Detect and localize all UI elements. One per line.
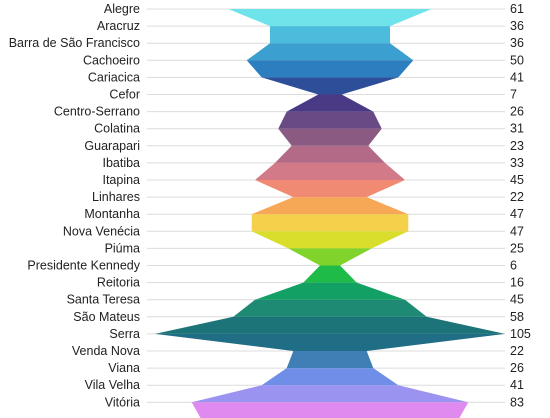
value-label-colatina: 31 [510, 122, 524, 136]
funnel-band-piuma [288, 248, 372, 266]
value-label-venda-nova: 22 [510, 344, 524, 358]
funnel-band-colatina [278, 128, 382, 146]
category-label-cefor: Cefor [109, 88, 140, 102]
value-label-reitoria: 16 [510, 276, 524, 290]
value-label-viana: 26 [510, 361, 524, 375]
value-label-itapina: 45 [510, 173, 524, 187]
category-label-sao-mateus: São Mateus [73, 310, 140, 324]
value-label-santa-teresa: 45 [510, 293, 524, 307]
category-label-nova-venecia: Nova Venécia [63, 224, 140, 238]
value-label-presidente-kennedy: 6 [510, 259, 517, 273]
funnel-band-alegre [228, 9, 432, 27]
funnel-band-centro-serrano [278, 111, 382, 129]
value-labels: 61 36 36 50 41 7 26 31 23 33 45 22 47 47 25 6 16 45 58 105 2… [510, 2, 531, 409]
category-label-guarapari: Guarapari [84, 139, 140, 153]
category-label-itapina: Itapina [102, 173, 140, 187]
funnel-band-cariacica [261, 77, 399, 95]
value-label-vitoria: 83 [510, 395, 524, 409]
funnel-band-vila-velha [191, 385, 469, 403]
funnel-band-serra [155, 333, 505, 351]
value-label-aracruz: 36 [510, 19, 524, 33]
value-label-ibatiba: 33 [510, 156, 524, 170]
value-label-cariacica: 41 [510, 70, 524, 84]
funnel-band-ibatiba [255, 162, 405, 180]
category-label-presidente-kennedy: Presidente Kennedy [27, 259, 140, 273]
category-label-reitoria: Reitoria [97, 276, 140, 290]
value-label-barra-de-sao-francisco: 36 [510, 36, 524, 50]
value-label-piuma: 25 [510, 241, 524, 255]
funnel-band-itapina [255, 180, 405, 198]
category-label-centro-serrano: Centro-Serrano [54, 105, 140, 119]
category-label-ibatiba: Ibatiba [102, 156, 140, 170]
category-label-venda-nova: Venda Nova [72, 344, 140, 358]
funnel-band-nova-venecia [251, 231, 409, 249]
category-label-colatina: Colatina [94, 122, 140, 136]
category-label-linhares: Linhares [92, 190, 140, 204]
funnel-band-montanha [251, 214, 409, 232]
category-labels: Alegre Aracruz Barra de São Francisco Cacho… [9, 2, 141, 409]
value-label-alegre: 61 [510, 2, 524, 16]
category-label-santa-teresa: Santa Teresa [67, 293, 140, 307]
funnel-band-guarapari [275, 145, 385, 163]
category-label-viana: Viana [108, 361, 140, 375]
category-label-piuma: Piúma [105, 241, 140, 255]
funnel-band-cachoeiro [246, 60, 414, 78]
value-label-cefor: 7 [510, 88, 517, 102]
value-label-serra: 105 [510, 327, 531, 341]
value-label-vila-velha: 41 [510, 378, 524, 392]
category-label-aracruz: Aracruz [97, 19, 140, 33]
funnel-band-venda-nova [286, 351, 374, 369]
value-label-cachoeiro: 50 [510, 53, 524, 67]
value-label-montanha: 47 [510, 207, 524, 221]
category-label-cachoeiro: Cachoeiro [83, 53, 140, 67]
value-label-guarapari: 23 [510, 139, 524, 153]
funnel-band-sao-mateus [155, 316, 505, 334]
funnel-bands [155, 9, 505, 418]
value-label-centro-serrano: 26 [510, 105, 524, 119]
funnel-band-santa-teresa [233, 299, 427, 317]
category-label-alegre: Alegre [104, 2, 140, 16]
category-label-barra-de-sao-francisco: Barra de São Francisco [9, 36, 140, 50]
category-label-vitoria: Vitória [105, 395, 140, 409]
value-label-nova-venecia: 47 [510, 224, 524, 238]
value-label-sao-mateus: 58 [510, 310, 524, 324]
category-label-montanha: Montanha [84, 207, 140, 221]
funnel-band-barra-de-sao-francisco [246, 43, 414, 61]
funnel-band-linhares [251, 197, 409, 215]
category-label-cariacica: Cariacica [88, 70, 140, 84]
category-label-vila-velha: Vila Velha [85, 378, 140, 392]
funnel-band-vitoria [191, 402, 469, 418]
funnel-band-presidente-kennedy [303, 265, 357, 283]
funnel-band-aracruz [270, 26, 390, 44]
funnel-band-cefor [286, 94, 374, 112]
value-label-linhares: 22 [510, 190, 524, 204]
funnel-band-viana [261, 368, 399, 386]
category-label-serra: Serra [109, 327, 140, 341]
funnel-band-reitoria [255, 282, 405, 300]
